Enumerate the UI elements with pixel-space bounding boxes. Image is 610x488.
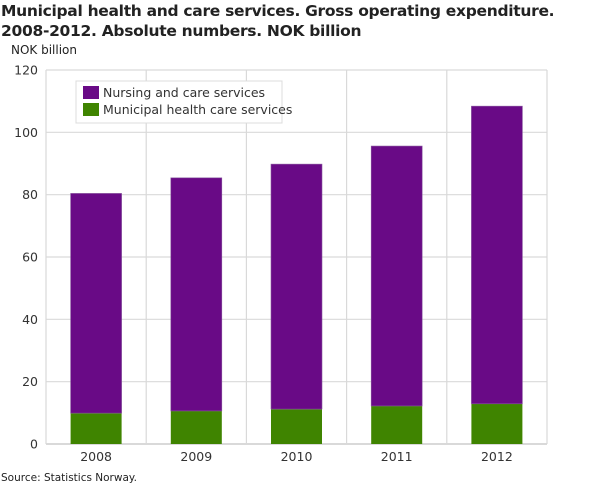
y-tick-label: 80 [22,187,38,202]
y-tick-label: 100 [14,125,38,140]
legend-label: Municipal health care services [103,102,292,117]
bar-nursing-and-care-services-2009 [170,177,223,412]
y-tick-label: 20 [22,374,38,389]
legend-swatch [83,103,99,116]
chart-title: Municipal health and care services. Gros… [1,2,555,40]
legend: Nursing and care services Municipal healt… [75,80,292,124]
bar-nursing-and-care-services-2011 [370,145,423,407]
bar-municipal-health-care-services-2008 [70,413,122,444]
bar-municipal-health-care-services-2009 [170,410,222,444]
x-tick-label: 2008 [80,449,112,464]
y-tick-label: 40 [22,312,38,327]
y-tick-label: 0 [30,437,38,452]
legend-label: Nursing and care services [103,85,265,100]
bar-nursing-and-care-services-2010 [270,163,323,410]
bar-municipal-health-care-services-2012 [471,403,523,444]
bar-municipal-health-care-services-2010 [271,409,322,444]
y-tick-label: 120 [14,63,38,78]
legend-box [75,80,283,124]
y-tick-label: 60 [22,250,38,265]
source-note: Source: Statistics Norway. [1,472,137,484]
bar-nursing-and-care-services-2008 [70,193,122,414]
x-tick-label: 2010 [281,449,313,464]
x-tick-label: 2009 [180,449,212,464]
y-axis-label: NOK billion [11,43,78,57]
bar-municipal-health-care-services-2011 [371,405,423,444]
x-tick-label: 2011 [381,449,413,464]
bar-nursing-and-care-services-2012 [471,105,523,405]
legend-swatch [83,86,99,99]
x-tick-label: 2012 [481,449,513,464]
